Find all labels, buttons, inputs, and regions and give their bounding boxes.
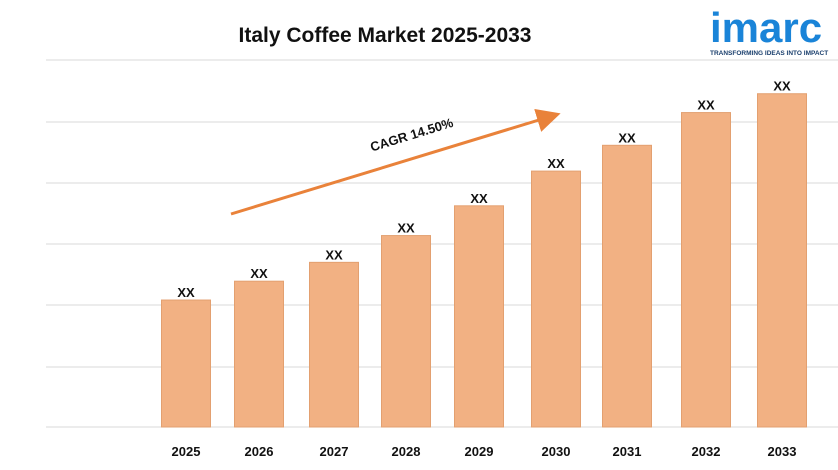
bar-2033: [757, 93, 807, 428]
x-tick-label: 2031: [613, 444, 642, 459]
cagr-arrow: [230, 108, 561, 216]
x-tick-label: 2030: [542, 444, 571, 459]
x-tick-label: 2028: [392, 444, 421, 459]
x-tick-label: 2025: [172, 444, 201, 459]
data-label: XX: [773, 79, 791, 94]
chart-title: Italy Coffee Market 2025-2033: [238, 24, 532, 47]
bar-2032: [681, 112, 731, 428]
bar-2025: [161, 299, 211, 428]
x-tick-labels: 2025 2026 2027 2028 2029 2030 2031 2032 2033: [172, 444, 797, 459]
x-tick-label: 2029: [465, 444, 494, 459]
bar-2028: [381, 235, 431, 428]
x-tick-label: 2027: [320, 444, 349, 459]
data-label: XX: [397, 221, 415, 236]
bar-2026: [234, 280, 284, 428]
bar-2027: [309, 261, 359, 428]
x-tick-label: 2032: [692, 444, 721, 459]
data-label: XX: [697, 98, 715, 113]
bar-2031: [602, 144, 652, 428]
data-label: XX: [177, 285, 195, 300]
bar-2030: [531, 170, 581, 428]
data-label: XX: [547, 156, 565, 171]
data-labels: XX XX XX XX XX XX XX XX XX: [177, 79, 791, 300]
data-label: XX: [470, 191, 488, 206]
cagr-annotation: CAGR 14.50%: [230, 108, 561, 216]
logo-wordmark: imarc: [710, 4, 823, 51]
imarc-logo: imarc TRANSFORMING IDEAS INTO IMPACT: [708, 4, 834, 66]
data-label: XX: [250, 266, 268, 281]
bar-2029: [454, 205, 504, 428]
data-label: XX: [618, 130, 636, 145]
bars: [161, 93, 807, 428]
data-label: XX: [325, 247, 343, 262]
x-tick-label: 2033: [768, 444, 797, 459]
logo-tagline: TRANSFORMING IDEAS INTO IMPACT: [710, 50, 829, 57]
x-tick-label: 2026: [245, 444, 274, 459]
